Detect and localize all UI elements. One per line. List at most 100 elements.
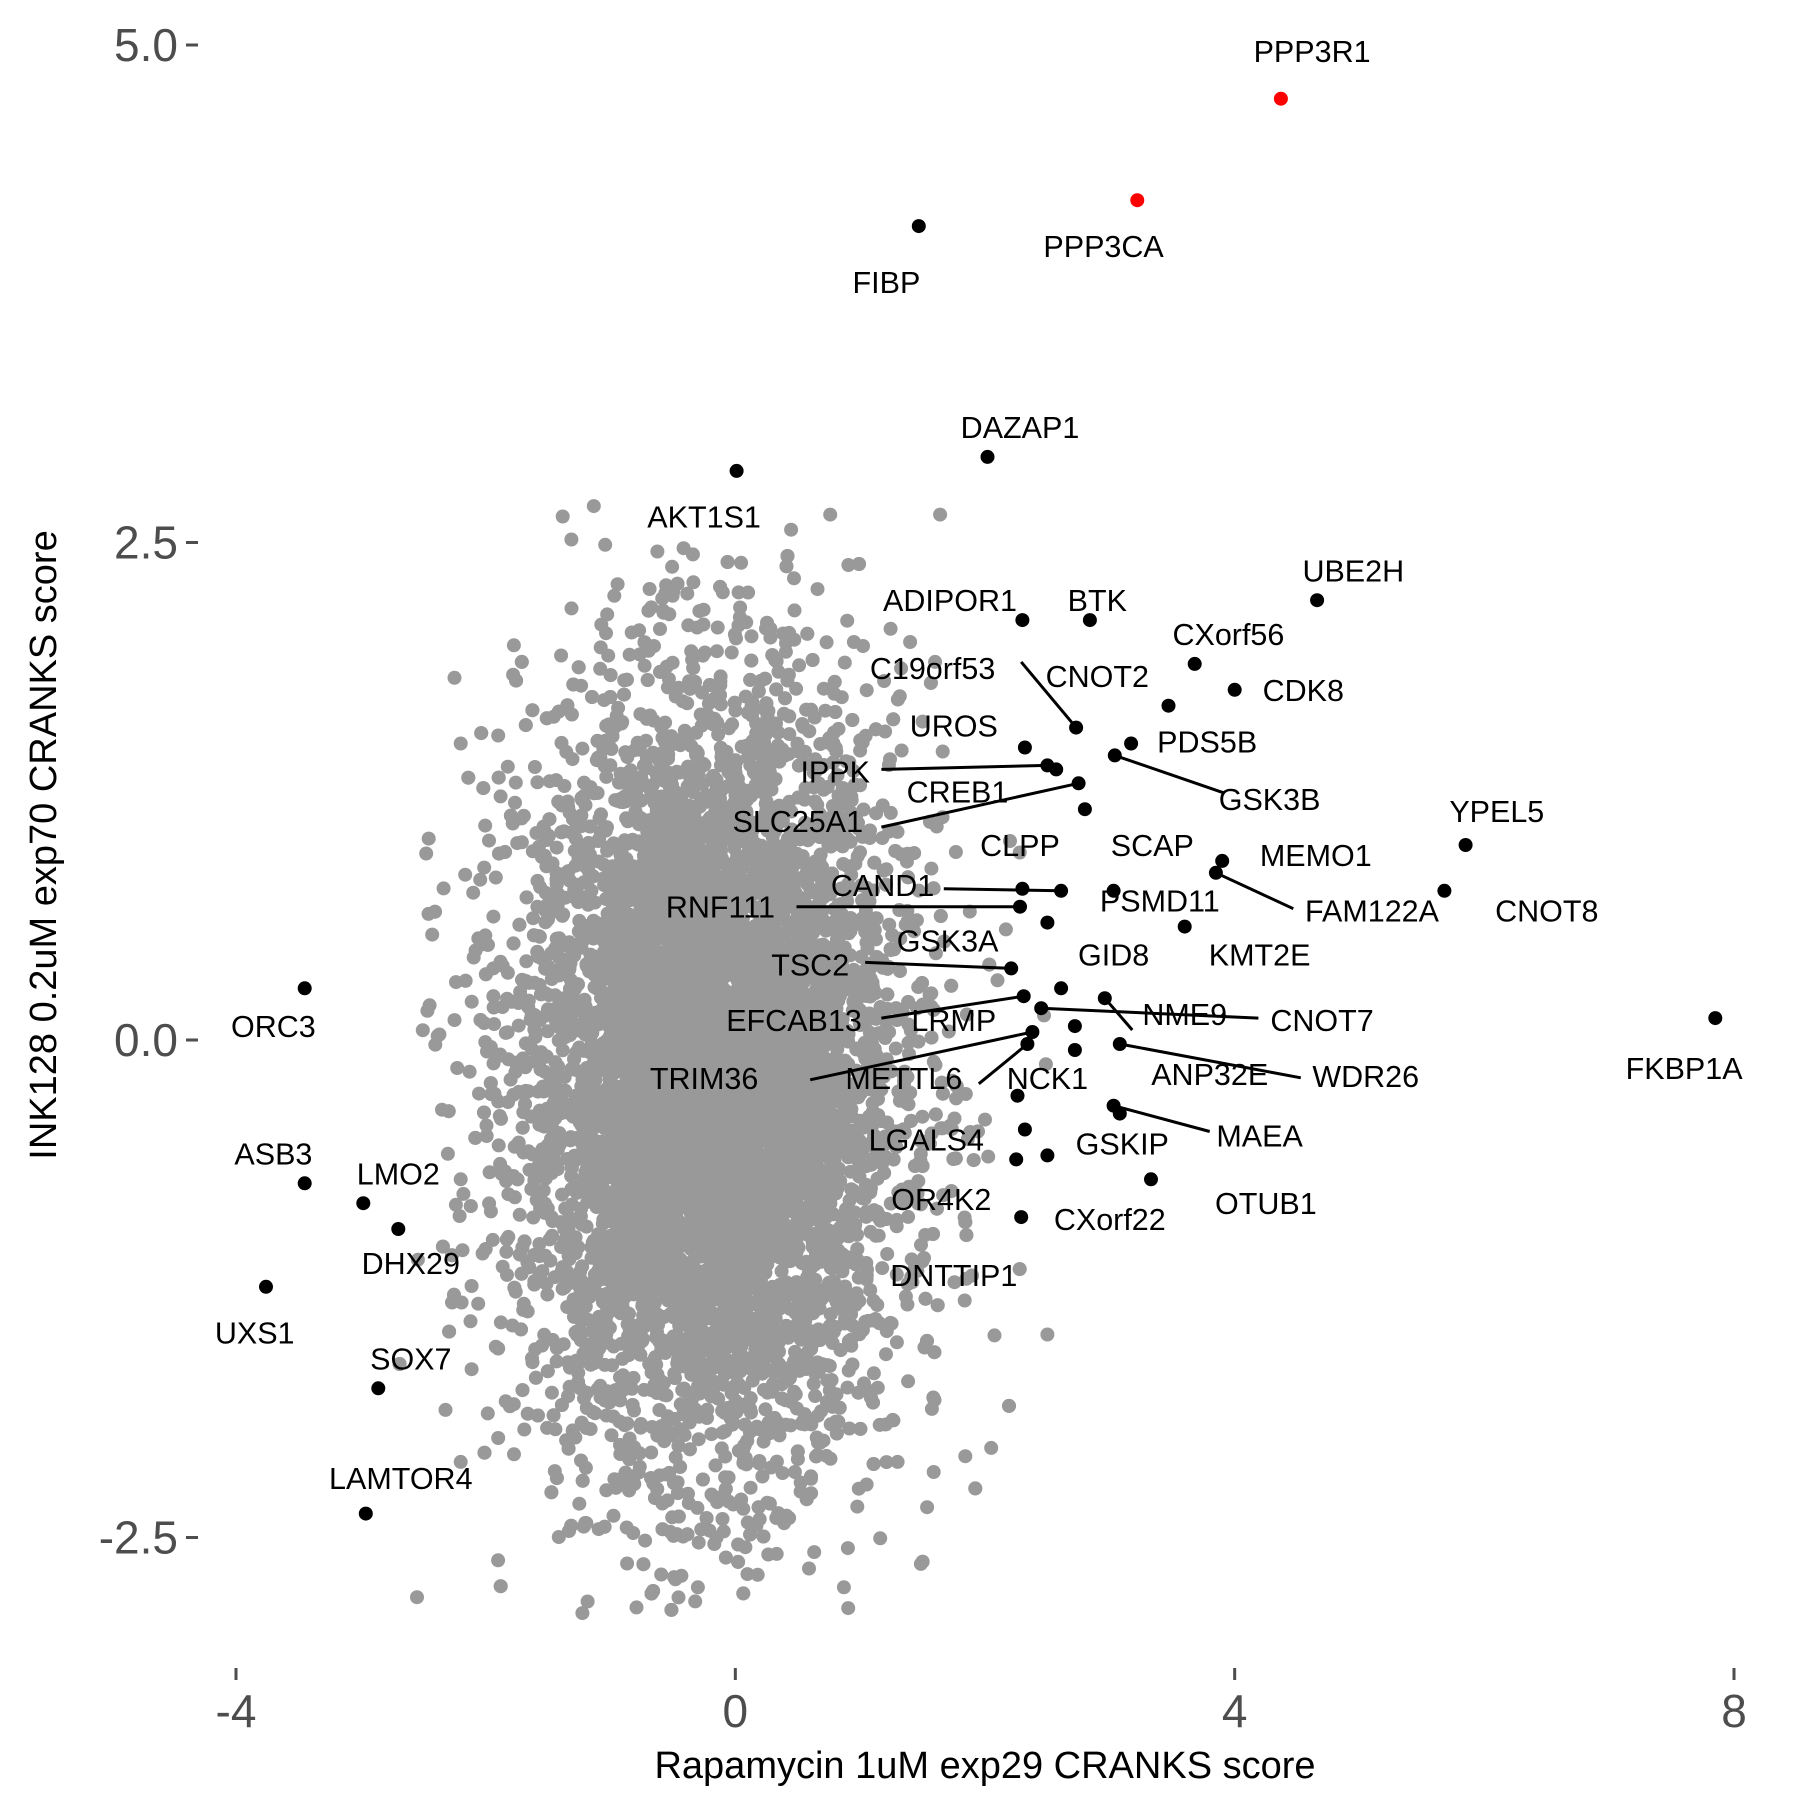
background-point [758, 1402, 773, 1417]
background-point [960, 1132, 975, 1146]
background-point [593, 661, 608, 676]
background-point [665, 559, 680, 574]
background-point [544, 1385, 559, 1400]
background-point [479, 1118, 494, 1133]
background-point [629, 1600, 644, 1615]
background-point [598, 537, 613, 552]
background-point [512, 1207, 527, 1222]
background-point [915, 1109, 930, 1124]
background-point [883, 805, 898, 820]
background-point [564, 601, 579, 616]
background-point [947, 1275, 962, 1290]
background-point [597, 1357, 612, 1372]
background-point [436, 881, 451, 896]
background-point [650, 544, 665, 559]
background-point [889, 1335, 904, 1350]
background-point [854, 878, 869, 893]
background-point [480, 1406, 495, 1421]
background-point [517, 1422, 532, 1437]
background-point [540, 1024, 555, 1039]
background-point [554, 648, 569, 663]
background-point [802, 1561, 816, 1576]
background-point [458, 867, 473, 882]
background-point [883, 1196, 898, 1211]
background-point [894, 743, 909, 758]
background-point [806, 1376, 821, 1391]
background-point [421, 831, 436, 846]
background-point [789, 1401, 804, 1416]
background-point [851, 1481, 866, 1496]
background-point [926, 1465, 941, 1479]
background-point [691, 1535, 706, 1550]
background-point [888, 1041, 903, 1056]
background-point [487, 1017, 502, 1032]
background-point [464, 994, 479, 1009]
background-point [750, 1567, 765, 1582]
background-point [586, 499, 601, 514]
background-point [500, 759, 515, 774]
background-point [702, 1523, 717, 1538]
background-point [575, 1606, 590, 1621]
background-point [493, 1315, 508, 1330]
background-point [787, 1465, 802, 1479]
background-point [873, 1531, 888, 1546]
background-point [998, 922, 1013, 937]
background-point [868, 1228, 883, 1243]
background-point [880, 1247, 895, 1261]
background-point [707, 1537, 722, 1551]
background-point [564, 532, 579, 547]
background-point [521, 993, 536, 1008]
background-point [840, 1380, 855, 1395]
background-point [464, 1362, 479, 1377]
background-point [471, 1296, 486, 1311]
background-point [508, 795, 522, 810]
background-point [901, 1374, 916, 1389]
background-point [709, 644, 724, 659]
background-point [555, 1043, 570, 1058]
background-point [632, 623, 647, 638]
background-point [733, 600, 748, 615]
background-point [653, 622, 667, 636]
background-point [622, 647, 637, 662]
background-point [501, 1229, 516, 1244]
background-point [740, 1567, 755, 1582]
background-point [637, 658, 652, 673]
background-point [716, 1524, 731, 1539]
background-point [981, 1149, 996, 1164]
background-point [492, 1109, 507, 1123]
background-point [907, 924, 921, 939]
background-point [654, 1567, 669, 1582]
background-point [807, 1545, 822, 1560]
background-point [438, 1402, 453, 1417]
background-point [450, 1061, 465, 1075]
background-point [842, 1421, 857, 1436]
background-point [530, 775, 545, 790]
background-point [879, 1347, 893, 1362]
background-point [782, 727, 797, 742]
background-point [508, 775, 523, 790]
background-point [928, 946, 943, 961]
background-point [859, 683, 874, 698]
background-point [425, 927, 440, 942]
background-point [911, 883, 926, 898]
background-point [462, 1064, 477, 1079]
background-point [715, 1512, 730, 1526]
background-point [855, 735, 870, 750]
background-point [810, 582, 825, 597]
background-point [491, 1553, 506, 1568]
background-point [488, 870, 503, 885]
background-point [455, 1243, 470, 1258]
background-point [606, 1508, 621, 1523]
background-point [575, 741, 590, 756]
background-point [863, 1283, 878, 1298]
background-point [935, 744, 950, 759]
background-point [819, 923, 833, 938]
background-point [514, 835, 529, 850]
background-point [958, 1449, 973, 1464]
background-point [710, 620, 725, 635]
background-point [456, 1186, 471, 1201]
background-point [599, 1408, 614, 1423]
background-point [792, 658, 807, 673]
background-point [948, 845, 963, 859]
